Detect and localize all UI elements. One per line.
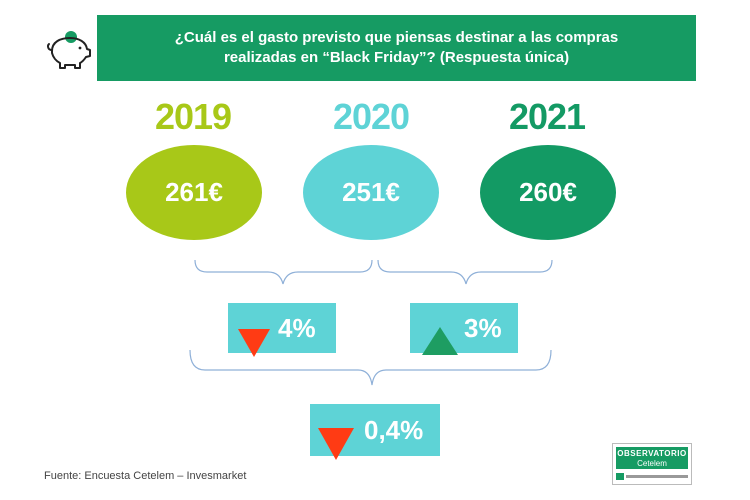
logo-band: OBSERVATORIO Cetelem bbox=[616, 447, 688, 469]
observatorio-cetelem-logo: OBSERVATORIO Cetelem bbox=[612, 443, 692, 485]
value-bubble-2020: 251€ bbox=[303, 145, 439, 240]
bracket-2020-2021 bbox=[377, 259, 553, 285]
source-note: Fuente: Encuesta Cetelem – Invesmarket bbox=[44, 470, 247, 482]
logo-subline bbox=[616, 472, 688, 481]
year-label-2020: 2020 bbox=[332, 96, 410, 137]
logo-line-1: OBSERVATORIO bbox=[617, 449, 687, 458]
bank-mark-icon bbox=[616, 473, 624, 480]
logo-line-2: Cetelem bbox=[637, 459, 667, 468]
bracket-2019-2020 bbox=[194, 259, 373, 285]
change-box-2019-2021: 0,4% bbox=[310, 404, 440, 460]
value-label-2021: 260€ bbox=[519, 177, 577, 207]
down-arrow-icon bbox=[238, 329, 270, 357]
question-header: ¿Cuál es el gasto previsto que piensas d… bbox=[97, 15, 696, 81]
question-line-1: ¿Cuál es el gasto previsto que piensas d… bbox=[174, 29, 619, 46]
value-label-2020: 251€ bbox=[342, 177, 400, 207]
year-label-2019: 2019 bbox=[154, 96, 232, 137]
change-box-2020-2021: 3% bbox=[410, 303, 518, 355]
value-label-2019: 261€ bbox=[165, 177, 223, 207]
down-arrow-icon bbox=[318, 428, 354, 460]
change-label-2019-2021: 0,4% bbox=[364, 414, 424, 445]
up-arrow-icon bbox=[422, 327, 458, 355]
question-line-2: realizadas en “Black Friday”? (Respuesta… bbox=[223, 49, 570, 66]
year-label-2021: 2021 bbox=[508, 96, 586, 137]
piggy-bank-icon bbox=[47, 31, 91, 69]
change-label-2019-2020: 4% bbox=[278, 312, 316, 343]
value-bubble-2021: 260€ bbox=[480, 145, 616, 240]
change-label-2020-2021: 3% bbox=[464, 312, 502, 343]
change-box-2019-2020: 4% bbox=[228, 303, 336, 357]
logo-rule bbox=[626, 475, 688, 478]
value-bubble-2019: 261€ bbox=[126, 145, 262, 240]
